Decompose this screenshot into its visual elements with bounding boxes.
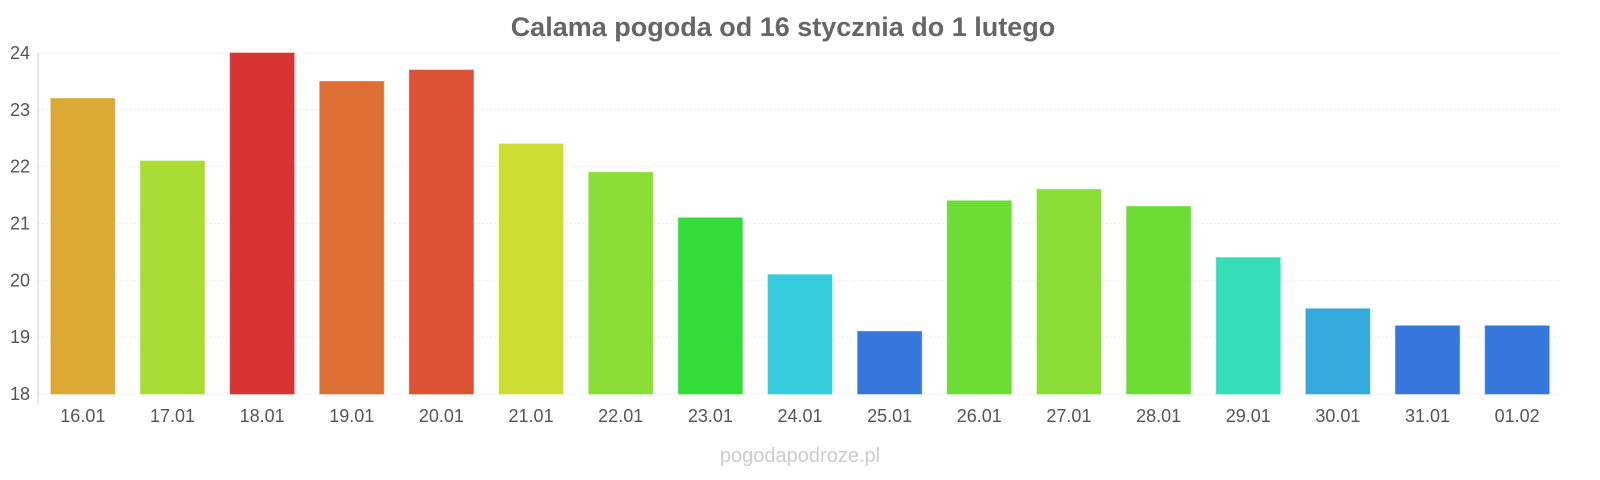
x-tick-label: 31.01 xyxy=(1405,406,1450,426)
bar-20.01 xyxy=(408,69,474,395)
watermark: pogodapodroze.pl xyxy=(720,445,880,467)
x-tick-label: 17.01 xyxy=(150,406,195,426)
bar-27.01 xyxy=(1036,188,1102,395)
bar-22.01 xyxy=(588,171,654,395)
bar-17.01 xyxy=(139,160,205,395)
x-tick-label: 30.01 xyxy=(1315,406,1360,426)
bar-23.01 xyxy=(677,217,743,395)
x-tick-label: 22.01 xyxy=(598,406,643,426)
bar-18.01 xyxy=(229,52,295,395)
bar-26.01 xyxy=(946,200,1012,395)
chart-title: Calama pogoda od 16 stycznia do 1 lutego xyxy=(511,12,1056,42)
y-tick-label: 21 xyxy=(10,214,30,234)
bar-21.01 xyxy=(498,143,564,395)
y-tick-label: 20 xyxy=(10,270,30,290)
x-tick-label: 25.01 xyxy=(867,406,912,426)
y-tick-label: 19 xyxy=(10,327,30,347)
x-tick-label: 28.01 xyxy=(1136,406,1181,426)
y-tick-label: 18 xyxy=(10,384,30,404)
bar-29.01 xyxy=(1215,257,1281,395)
bar-19.01 xyxy=(319,80,385,395)
x-tick-label: 18.01 xyxy=(240,406,285,426)
y-tick-label: 24 xyxy=(10,43,30,63)
bar-25.01 xyxy=(857,330,923,395)
x-tick-label: 27.01 xyxy=(1046,406,1091,426)
y-tick-label: 23 xyxy=(10,100,30,120)
bar-28.01 xyxy=(1126,205,1192,395)
bar-24.01 xyxy=(767,274,833,395)
x-tick-label: 23.01 xyxy=(688,406,733,426)
x-tick-label: 16.01 xyxy=(60,406,105,426)
x-tick-label: 20.01 xyxy=(419,406,464,426)
bar-01.02 xyxy=(1484,325,1550,395)
x-tick-label: 01.02 xyxy=(1495,406,1540,426)
bar-30.01 xyxy=(1305,308,1371,395)
x-tick-label: 26.01 xyxy=(957,406,1002,426)
x-tick-label: 19.01 xyxy=(329,406,374,426)
x-tick-label: 21.01 xyxy=(509,406,554,426)
y-tick-label: 22 xyxy=(10,157,30,177)
x-tick-label: 29.01 xyxy=(1226,406,1271,426)
bar-16.01 xyxy=(50,97,116,395)
bar-31.01 xyxy=(1395,325,1461,395)
x-tick-label: 24.01 xyxy=(777,406,822,426)
